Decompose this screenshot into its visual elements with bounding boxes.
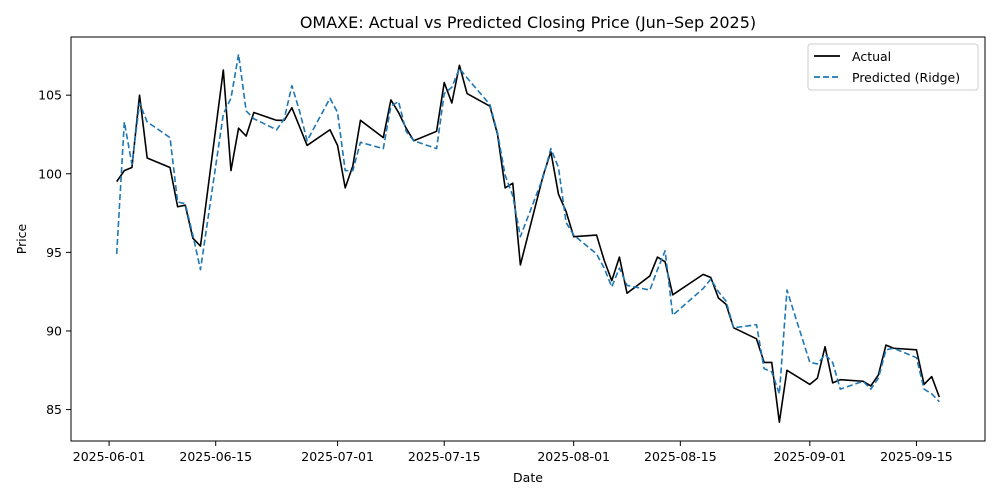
x-axis-title: Date [513,470,543,485]
x-tick-label: 2025-09-01 [773,449,846,464]
chart-title: OMAXE: Actual vs Predicted Closing Price… [300,13,756,32]
y-tick-label: 85 [46,402,62,417]
legend-box [807,43,979,91]
x-axis: 2025-06-01 2025-06-15 2025-07-01 2025-07-15… [73,441,953,464]
y-tick-label: 90 [46,323,62,338]
y-tick-label: 105 [38,88,62,103]
plot-frame [70,36,986,442]
legend: Actual Predicted (Ridge) [807,43,979,91]
series-line-actual [116,64,941,423]
y-tick-label: 100 [38,166,62,181]
y-axis-title: Price [14,223,29,254]
x-tick-label: 2025-07-15 [408,449,481,464]
y-tick-label: 95 [46,245,62,260]
x-tick-label: 2025-08-01 [537,449,610,464]
x-tick-label: 2025-09-15 [880,449,953,464]
series-layer [115,53,941,423]
x-tick-label: 2025-07-01 [301,449,374,464]
legend-label-predicted: Predicted (Ridge) [852,70,960,85]
x-tick-label: 2025-06-01 [73,449,146,464]
legend-label-actual: Actual [852,49,891,64]
x-tick-label: 2025-08-15 [644,449,717,464]
y-axis: 85 90 95 100 105 [38,88,71,417]
x-tick-label: 2025-06-15 [179,449,252,464]
